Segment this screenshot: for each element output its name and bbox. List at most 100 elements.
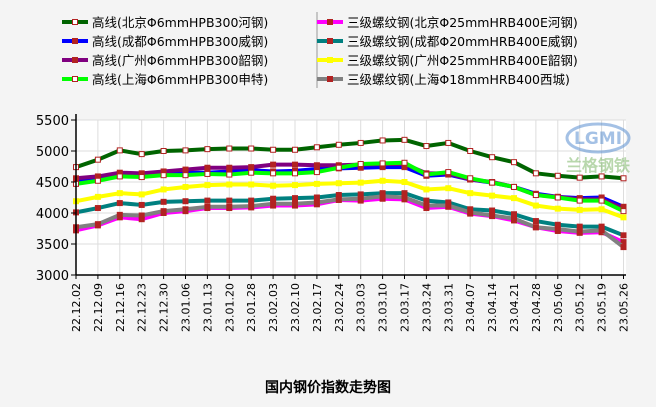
series-6-point-2 <box>116 190 123 197</box>
series-6-point-10 <box>292 182 298 189</box>
series-3-point-18 <box>467 175 474 182</box>
series-5-point-9 <box>270 195 277 202</box>
series-7-point-4 <box>160 208 167 215</box>
legend-item-5: 三级螺纹钢(成都Φ20mmHRB400E威钢) <box>317 34 578 49</box>
watermark-logo: LGMI 兰格钢铁 <box>565 122 631 175</box>
legend-marker-0 <box>72 19 78 25</box>
x-tick-label-4: 22.12.30 <box>158 283 171 332</box>
series-3-point-17 <box>445 169 452 176</box>
series-6-point-1 <box>94 193 101 200</box>
x-tick-label-19: 23.04.14 <box>486 283 499 332</box>
series-0-point-10 <box>292 146 298 153</box>
legend-item-2: 高线(广州Φ6mmHPB300韶钢) <box>62 53 268 68</box>
series-6-point-4 <box>160 186 167 193</box>
series-7-point-6 <box>204 203 211 210</box>
legend-item-0: 高线(北京Φ6mmHPB300河钢) <box>62 15 268 30</box>
series-3-point-23 <box>576 197 583 204</box>
y-tick-label-0: 3000 <box>36 269 69 284</box>
series-3-point-3 <box>138 174 145 181</box>
series-5-point-3 <box>138 201 145 208</box>
x-tick-label-2: 22.12.16 <box>114 283 127 332</box>
legend-label-4: 三级螺纹钢(北京Φ25mmHRB400E河钢) <box>347 15 578 30</box>
series-5-point-5 <box>182 198 189 205</box>
legend-label-2: 高线(广州Φ6mmHPB300韶钢) <box>92 53 268 68</box>
x-tick-label-13: 23.03.03 <box>355 283 368 332</box>
axes <box>75 114 626 276</box>
series-7-point-1 <box>94 221 101 228</box>
legend-label-1: 高线(成都Φ6mmHPB300威钢) <box>92 34 268 49</box>
series-5-point-19 <box>489 207 496 214</box>
x-tick-label-23: 23.05.12 <box>574 283 587 332</box>
x-tick-label-16: 23.03.24 <box>420 283 433 332</box>
x-tick-label-15: 23.03.17 <box>399 283 412 332</box>
series-0-point-4 <box>160 148 167 154</box>
series-7-point-12 <box>335 196 342 203</box>
series-3-point-8 <box>248 169 255 176</box>
y-axis-ticks: 3000 3500 4000 4500 5000 5500 <box>36 114 76 284</box>
series-0-point-23 <box>576 174 583 181</box>
x-tick-label-0: 22.12.02 <box>70 283 83 332</box>
legend-marker-1 <box>72 38 78 44</box>
series-5-point-4 <box>160 198 167 205</box>
series-7-point-25 <box>620 244 627 251</box>
series-6-point-14 <box>379 177 386 184</box>
series-0-point-25 <box>620 175 627 182</box>
series-5-point-2 <box>116 200 123 207</box>
x-tick-label-25: 23.05.26 <box>618 283 631 332</box>
series-3-point-24 <box>598 197 605 204</box>
series-6-point-22 <box>554 205 561 212</box>
x-tick-label-1: 22.12.09 <box>92 283 105 332</box>
series-2-point-11 <box>313 162 320 169</box>
series-6-point-3 <box>138 191 145 198</box>
series-line-3 <box>75 160 625 213</box>
series-6-point-8 <box>248 181 255 188</box>
series-3-point-10 <box>292 170 298 177</box>
series-6-point-21 <box>532 202 539 209</box>
series-3-point-22 <box>554 194 561 201</box>
series-0-point-6 <box>204 146 211 153</box>
legend-label-0: 高线(北京Φ6mmHPB300河钢) <box>92 15 268 30</box>
series-6 <box>73 177 627 221</box>
series-6-point-13 <box>357 179 364 186</box>
watermark-subtext: 兰格钢铁 <box>566 156 630 175</box>
series-7-point-16 <box>423 202 430 209</box>
series-line-6 <box>75 178 625 220</box>
series-line-5 <box>75 191 625 238</box>
series-7-point-14 <box>379 193 386 200</box>
x-tick-label-17: 23.03.31 <box>442 283 455 332</box>
series-2-point-6 <box>204 164 211 171</box>
series-2-point-8 <box>248 164 255 171</box>
series-3-point-19 <box>489 179 496 186</box>
series-5-point-16 <box>423 197 430 204</box>
legend-item-3: 高线(上海Φ6mmHPB300申特) <box>62 72 268 87</box>
series-7-point-7 <box>226 203 233 210</box>
series-7-point-17 <box>445 202 452 209</box>
series-0-point-2 <box>116 147 123 154</box>
series-7-point-8 <box>248 203 255 210</box>
series-0-point-22 <box>554 172 561 179</box>
x-tick-label-24: 23.05.19 <box>596 283 609 332</box>
series-7-point-21 <box>532 224 539 231</box>
series-3-point-15 <box>401 159 408 166</box>
series-line-0 <box>75 137 624 181</box>
series-7-point-19 <box>489 212 496 219</box>
series-0-point-1 <box>94 156 101 163</box>
series-3-point-11 <box>313 169 320 176</box>
x-tick-label-8: 23.01.28 <box>245 283 258 332</box>
series-7-point-18 <box>467 209 474 216</box>
x-tick-label-11: 23.02.17 <box>311 283 324 332</box>
legend-item-7: 三级螺纹钢(上海Φ18mmHRB400西城) <box>317 72 570 87</box>
series-7-point-5 <box>182 206 189 213</box>
series-6-point-18 <box>467 190 474 197</box>
series-2-point-7 <box>226 164 233 171</box>
series-0-point-11 <box>313 144 320 151</box>
legend-item-6: 三级螺纹钢(广州Φ25mmHRB400E韶钢) <box>317 53 578 68</box>
x-tick-label-18: 23.04.07 <box>464 283 477 332</box>
series-7-point-9 <box>270 200 277 207</box>
series-5-point-25 <box>620 232 627 239</box>
series-5-point-7 <box>226 197 233 204</box>
series-6-point-7 <box>226 181 233 188</box>
series-0-point-3 <box>138 151 145 158</box>
series-6-point-23 <box>576 206 583 213</box>
